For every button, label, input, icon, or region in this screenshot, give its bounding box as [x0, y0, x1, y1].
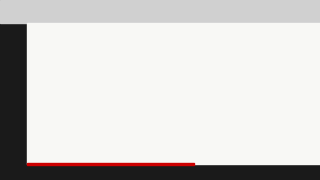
Text: N: N [121, 49, 129, 58]
Text: n: n [277, 67, 283, 76]
Text: Capsolactam: Capsolactam [86, 98, 145, 107]
Text: $^{f}$CH₂: $^{f}$CH₂ [148, 54, 164, 65]
Text: $^{c}$CH₂: $^{c}$CH₂ [67, 62, 83, 72]
Text: zoom: zoom [291, 150, 311, 159]
Text: H: H [146, 50, 152, 60]
Text: [: [ [201, 54, 212, 82]
Text: $^{c}$CH₂: $^{c}$CH₂ [228, 44, 245, 54]
Text: $^{d}$CH₂: $^{d}$CH₂ [114, 92, 131, 103]
Text: (Monomer): (Monomer) [92, 111, 139, 119]
Text: $^{b}$CH₂: $^{b}$CH₂ [207, 49, 225, 61]
Text: (ring  opening  polymerisation): (ring opening polymerisation) [36, 124, 156, 132]
Text: not  Condensation  polymerisation: not Condensation polymerisation [36, 137, 169, 145]
Text: $^{a}$CH₂: $^{a}$CH₂ [84, 43, 101, 53]
Text: $^{b}$CH₂: $^{b}$CH₂ [79, 86, 96, 97]
Text: N: N [97, 52, 104, 61]
Text: O: O [126, 34, 133, 43]
Text: ]: ] [272, 54, 283, 82]
Text: $^{c}$CH₂: $^{c}$CH₂ [245, 52, 263, 62]
Text: $^{e}$CH₂: $^{e}$CH₂ [142, 75, 160, 85]
Text: $^c$: $^c$ [121, 44, 125, 50]
Text: n: n [58, 59, 65, 69]
